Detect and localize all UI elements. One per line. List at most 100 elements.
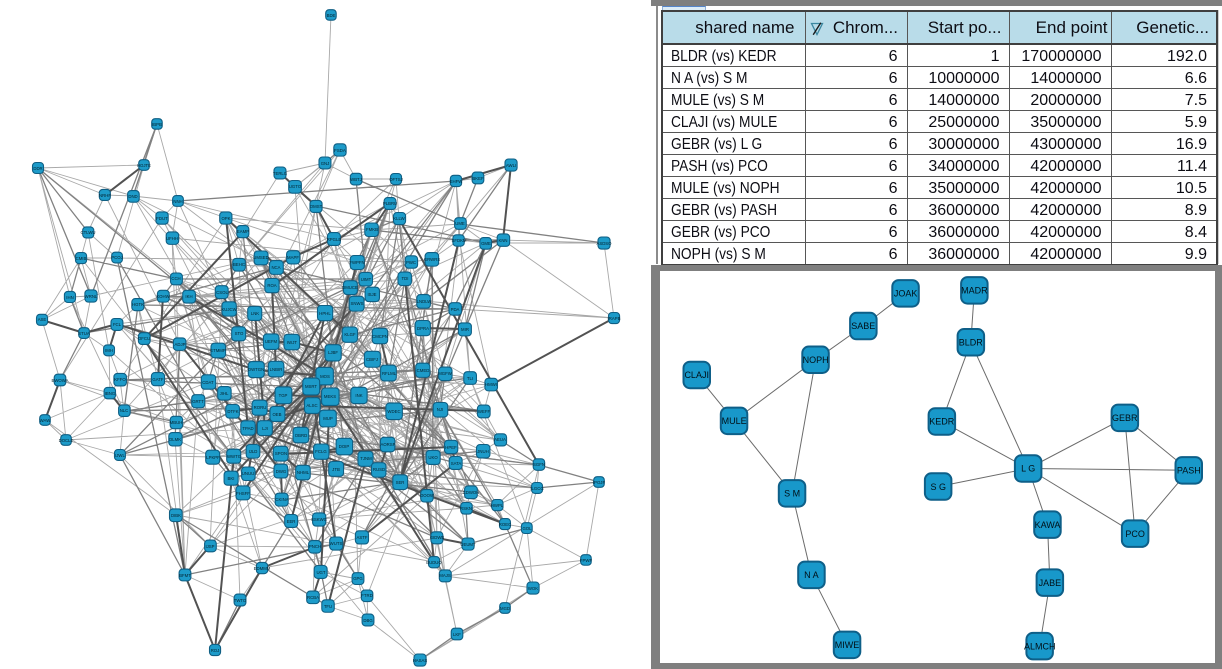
svg-text:MOS: MOS [320, 374, 330, 379]
svg-text:DPRA: DPRA [417, 326, 429, 331]
svg-text:DOCLE: DOCLE [59, 438, 74, 443]
svg-text:N A: N A [804, 570, 819, 580]
svg-text:SSKWG: SSKWG [311, 517, 328, 522]
svg-text:DBG: DBG [363, 618, 373, 623]
svg-text:IPOJF: IPOJF [593, 480, 606, 485]
svg-text:BDE: BDE [327, 13, 336, 18]
svg-text:CTLWU: CTLWU [81, 230, 96, 235]
svg-text:HPHL: HPHL [319, 311, 331, 316]
svg-text:DMUCE: DMUCE [342, 285, 358, 290]
svg-text:DND: DND [128, 194, 137, 199]
svg-text:CBIFJ: CBIFJ [366, 357, 378, 362]
svg-text:JIHL: JIHL [220, 391, 229, 396]
svg-text:FWPFN: FWPFN [349, 260, 364, 265]
svg-text:PCO: PCO [1125, 529, 1145, 539]
svg-text:IKH: IKH [185, 294, 192, 299]
svg-text:DTFK: DTFK [227, 409, 238, 414]
svg-text:CMCPN: CMCPN [372, 334, 388, 339]
svg-text:BWOWA: BWOWA [51, 378, 68, 383]
svg-text:ETMMP: ETMMP [210, 348, 226, 353]
svg-text:MAPF: MAPF [287, 255, 299, 260]
svg-text:MGD: MGD [500, 606, 510, 611]
svg-text:PWC: PWC [406, 260, 416, 265]
svg-text:ALMCH: ALMCH [1024, 641, 1056, 651]
svg-text:OWTGN: OWTGN [248, 367, 264, 372]
svg-text:WEFF: WEFF [478, 409, 491, 414]
svg-text:HASAS: HASAS [413, 658, 428, 663]
svg-text:CLAJI: CLAJI [684, 370, 709, 380]
svg-text:MULE: MULE [722, 416, 747, 426]
svg-text:CCH: CCH [171, 276, 180, 281]
svg-text:AEUA: AEUA [494, 437, 506, 442]
svg-text:BKI: BKI [228, 476, 235, 481]
svg-text:IJSP: IJSP [205, 544, 214, 549]
svg-text:TLI: TLI [467, 376, 473, 381]
svg-text:PCOJ: PCOJ [111, 255, 122, 260]
svg-text:LNBIR: LNBIR [270, 367, 283, 372]
svg-text:FCL: FCL [113, 322, 122, 327]
svg-text:CMIB: CMIB [76, 256, 87, 261]
svg-text:FMKB: FMKB [366, 227, 378, 232]
svg-text:UGTO: UGTO [289, 184, 302, 189]
svg-text:AWLI: AWLI [506, 163, 516, 168]
svg-text:KAWA: KAWA [1035, 520, 1061, 530]
svg-text:MBUH: MBUH [170, 420, 183, 425]
svg-text:BFMT: BFMT [179, 573, 191, 578]
svg-text:UME: UME [455, 221, 465, 226]
svg-text:SABE: SABE [851, 321, 875, 331]
svg-text:JTB: JTB [332, 467, 340, 472]
svg-text:TJNM: TJNM [360, 456, 372, 461]
svg-text:PNCH: PNCH [309, 544, 321, 549]
svg-text:UMSED: UMSED [253, 255, 269, 260]
svg-text:UEUMT: UEUMT [460, 542, 476, 547]
svg-text:FHSFF: FHSFF [236, 491, 250, 496]
svg-text:STUA: STUA [78, 331, 90, 336]
svg-text:SATA: SATA [451, 461, 462, 466]
svg-text:DOIP: DOIP [339, 444, 350, 449]
svg-text:ILGCG: ILGCG [530, 486, 544, 491]
svg-text:EDMMM: EDMMM [254, 566, 271, 571]
svg-text:IJWL: IJWL [115, 453, 125, 458]
svg-text:IHN: IHN [66, 295, 73, 300]
svg-text:KUJCW: KUJCW [221, 307, 237, 312]
svg-text:UKO: UKO [428, 455, 438, 460]
svg-text:TWTO: TWTO [234, 598, 247, 603]
svg-text:IMH: IMH [105, 348, 113, 353]
svg-text:S G: S G [930, 482, 946, 492]
svg-text:GRTT: GRTT [192, 399, 204, 404]
svg-text:GNJ: GNJ [321, 161, 330, 166]
svg-text:OOOW: OOOW [420, 493, 435, 498]
svg-text:NHML: NHML [297, 470, 310, 475]
svg-text:KOHW: KOHW [156, 294, 170, 299]
svg-text:UGT: UGT [316, 570, 325, 575]
svg-text:KNN: KNN [498, 238, 507, 243]
svg-text:TDI: TDI [402, 276, 409, 281]
svg-text:KLLW: KLLW [393, 216, 405, 221]
svg-text:BEHC: BEHC [233, 262, 245, 267]
svg-text:KEDR: KEDR [929, 417, 955, 427]
svg-text:STO: STO [235, 331, 244, 336]
svg-text:MGFW: MGFW [438, 371, 453, 376]
svg-text:EAMP: EAMP [237, 229, 249, 234]
svg-text:ASE: ASE [38, 317, 47, 322]
svg-text:IRAPB: IRAPB [608, 316, 621, 321]
svg-text:OBRD: OBRD [295, 433, 307, 438]
svg-text:ALSC: ALSC [306, 403, 317, 408]
svg-text:NLC: NLC [120, 408, 129, 413]
svg-text:SNWS: SNWS [351, 301, 364, 306]
svg-text:GEBR: GEBR [1112, 413, 1138, 423]
svg-text:HPEF: HPEF [445, 445, 457, 450]
svg-text:MIR: MIR [461, 327, 469, 332]
svg-text:LNK: LNK [251, 311, 259, 316]
svg-text:WDEC: WDEC [387, 409, 400, 414]
svg-text:CMED: CMED [417, 368, 430, 373]
svg-text:WUTS: WUTS [330, 541, 343, 546]
svg-text:FTRD: FTRD [361, 593, 372, 598]
svg-text:MAJS: MAJS [439, 573, 451, 578]
svg-text:DDR: DDR [33, 166, 42, 171]
svg-text:ASTF: ASTF [357, 535, 368, 540]
svg-text:WRNL: WRNL [85, 294, 98, 299]
svg-text:BKEF: BKEF [472, 176, 484, 181]
svg-text:FSDA: FSDA [334, 148, 346, 153]
svg-text:ASDSO: ASDSO [596, 241, 612, 246]
